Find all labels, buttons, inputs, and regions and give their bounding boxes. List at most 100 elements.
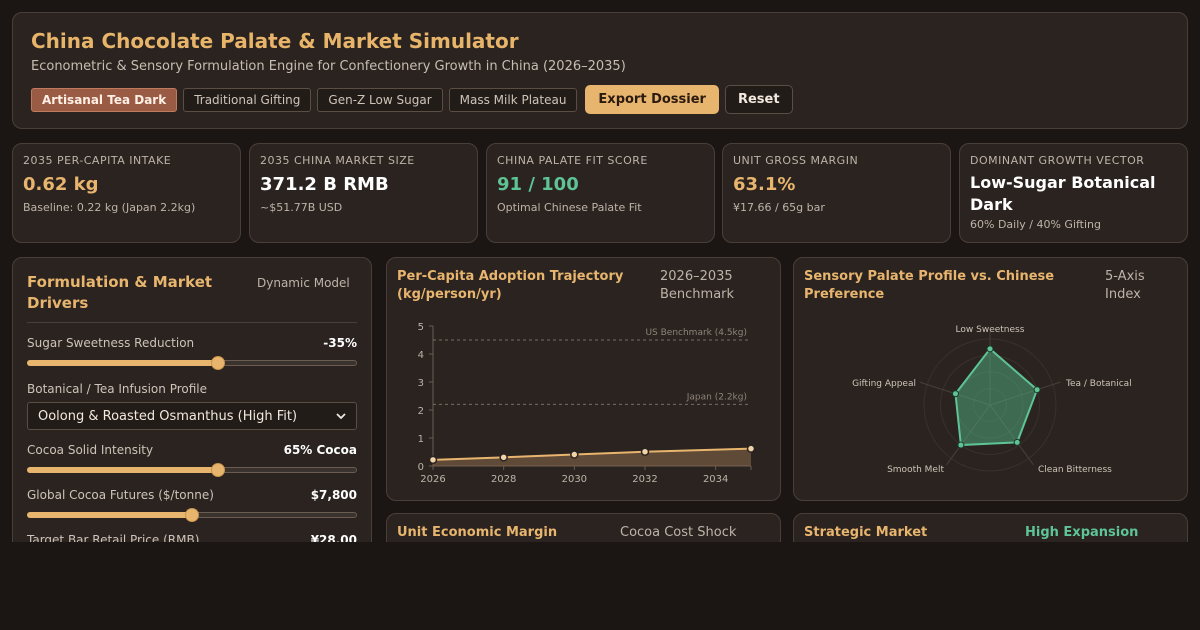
kpi-value: 371.2 B RMB bbox=[260, 174, 389, 195]
kpi-market-size: 2035 China Market Size 371.2 B RMB ~$51.… bbox=[249, 143, 478, 243]
preset-artisanal-tea-dark[interactable]: Artisanal Tea Dark bbox=[31, 87, 178, 112]
kpi-label: 2035 China Market Size bbox=[260, 154, 415, 167]
infusion-label: Botanical / Tea Infusion Profile bbox=[27, 382, 208, 396]
kpi-value: 63.1% bbox=[733, 174, 796, 195]
kpi-value: 0.62 kg bbox=[23, 174, 99, 195]
kpi-per-capita-intake: 2035 Per-Capita Intake 0.62 kg Baseline:… bbox=[12, 143, 241, 243]
slider-fill bbox=[27, 467, 219, 473]
drivers-panel: Formulation & Market Drivers Dynamic Mod… bbox=[12, 257, 372, 557]
futures-label: Global Cocoa Futures ($/tonne) bbox=[27, 488, 214, 502]
radar-point bbox=[957, 441, 965, 449]
cocoa-label: Cocoa Solid Intensity bbox=[27, 443, 154, 457]
slider-thumb[interactable] bbox=[211, 356, 226, 370]
radar-point bbox=[951, 390, 959, 398]
kpi-sub: ¥17.66 / 65g bar bbox=[733, 201, 825, 214]
slider-thumb[interactable] bbox=[211, 463, 226, 477]
futures-row: Global Cocoa Futures ($/tonne) $7,800 bbox=[27, 488, 357, 502]
x-tick-label: 2030 bbox=[562, 474, 587, 485]
preset-mass-milk-plateau[interactable]: Mass Milk Plateau bbox=[448, 87, 578, 112]
kpi-sub: 60% Daily / 40% Gifting bbox=[970, 218, 1102, 231]
radar-chart: Low Sweetness Tea / Botanical Clean Bitter… bbox=[852, 325, 1132, 475]
slider-fill bbox=[27, 512, 192, 518]
data-point bbox=[499, 453, 508, 462]
preset-genz-low-sugar[interactable]: Gen-Z Low Sugar bbox=[317, 87, 443, 112]
x-tick-label: 2034 bbox=[703, 474, 728, 485]
kpi-gross-margin: Unit Gross Margin 63.1% ¥17.66 / 65g bar bbox=[722, 143, 951, 243]
trajectory-meta: 2026–2035 Benchmark bbox=[660, 269, 735, 302]
radar-axis-label: Gifting Appeal bbox=[852, 379, 916, 389]
y-tick-label: 2 bbox=[418, 406, 424, 417]
drivers-badge: Dynamic Model bbox=[257, 276, 350, 290]
futures-value: $7,800 bbox=[310, 488, 357, 502]
sugar-row: Sugar Sweetness Reduction -35% bbox=[27, 336, 357, 350]
radar-meta: 5-Axis Index bbox=[1105, 269, 1145, 302]
trajectory-chart: 0 1 2 3 4 5 2026 2028 2030 2032 2034 US Benchmark (… bbox=[418, 322, 756, 485]
viewport-cutoff bbox=[0, 542, 1200, 630]
data-point bbox=[570, 450, 579, 459]
radar-point bbox=[986, 345, 994, 353]
y-tick-label: 0 bbox=[418, 462, 424, 473]
strategy-meta: High Expansion bbox=[1025, 525, 1139, 540]
slider-thumb[interactable] bbox=[185, 508, 199, 522]
reference-label: Japan (2.2kg) bbox=[686, 392, 747, 402]
kpi-sub: ~$51.77B USD bbox=[260, 201, 343, 214]
kpi-label: Unit Gross Margin bbox=[733, 154, 859, 167]
drivers-title: Formulation & Market Drivers bbox=[27, 273, 213, 312]
kpi-label: China Palate Fit Score bbox=[497, 154, 648, 167]
kpi-growth-vector: Dominant Growth Vector Low-Sugar Botanic… bbox=[959, 143, 1188, 243]
x-tick-label: 2026 bbox=[420, 474, 445, 485]
radar-panel: Sensory Palate Profile vs. Chinese Prefe… bbox=[793, 257, 1188, 501]
y-tick-label: 5 bbox=[418, 322, 424, 333]
radar-axis-label: Tea / Botanical bbox=[1065, 379, 1132, 389]
header-panel: China Chocolate Palate & Market Simulato… bbox=[12, 12, 1188, 129]
kpi-label: Dominant Growth Vector bbox=[970, 154, 1145, 167]
y-tick-label: 1 bbox=[418, 434, 424, 445]
strategy-header: Strategic Market High Expansion bbox=[804, 524, 1177, 542]
radar-axis-label: Low Sweetness bbox=[956, 325, 1025, 335]
reference-label: US Benchmark (4.5kg) bbox=[645, 328, 747, 338]
radar-point bbox=[1033, 386, 1041, 394]
chevron-down-icon bbox=[336, 413, 346, 420]
unit-header: Unit Economic Margin Cocoa Cost Shock bbox=[397, 524, 770, 542]
cocoa-row: Cocoa Solid Intensity 65% Cocoa bbox=[27, 443, 357, 457]
kpi-value: 91 / 100 bbox=[497, 174, 579, 195]
area-fill bbox=[433, 448, 751, 466]
radar-profile bbox=[954, 347, 1039, 447]
radar-axis-label: Smooth Melt bbox=[887, 465, 944, 475]
kpi-sub: Optimal Chinese Palate Fit bbox=[497, 201, 642, 214]
preset-toolbar: Artisanal Tea Dark Traditional Gifting G… bbox=[31, 85, 793, 114]
app-subtitle: Econometric & Sensory Formulation Engine… bbox=[31, 59, 626, 74]
infusion-select[interactable]: Oolong & Roasted Osmanthus (High Fit) bbox=[27, 402, 357, 430]
export-dossier-button[interactable]: Export Dossier bbox=[585, 85, 719, 114]
radar-header: Sensory Palate Profile vs. Chinese Prefe… bbox=[804, 268, 1177, 304]
drivers-header: Formulation & Market Drivers Dynamic Mod… bbox=[27, 272, 357, 323]
kpi-label: 2035 Per-Capita Intake bbox=[23, 154, 172, 167]
futures-slider[interactable] bbox=[27, 508, 357, 522]
data-point bbox=[640, 447, 650, 456]
preset-traditional-gifting[interactable]: Traditional Gifting bbox=[183, 87, 312, 112]
unit-title: Unit Economic Margin bbox=[397, 525, 558, 540]
x-tick-label: 2032 bbox=[632, 474, 657, 485]
sugar-value: -35% bbox=[323, 336, 357, 350]
trajectory-title: Per-Capita Adoption Trajectory (kg/perso… bbox=[397, 269, 624, 302]
infusion-selected: Oolong & Roasted Osmanthus (High Fit) bbox=[38, 408, 298, 424]
reset-button[interactable]: Reset bbox=[724, 85, 793, 114]
sugar-label: Sugar Sweetness Reduction bbox=[27, 336, 195, 350]
trajectory-panel: Per-Capita Adoption Trajectory (kg/perso… bbox=[386, 257, 781, 501]
x-tick-label: 2028 bbox=[491, 474, 516, 485]
unit-meta: Cocoa Cost Shock bbox=[620, 525, 737, 540]
data-point bbox=[428, 455, 438, 465]
radar-axis-label: Clean Bitterness bbox=[1038, 465, 1112, 475]
kpi-sub: Baseline: 0.22 kg (Japan 2.2kg) bbox=[23, 201, 196, 214]
data-point bbox=[746, 444, 756, 453]
strategy-title: Strategic Market bbox=[804, 525, 928, 540]
slider-fill bbox=[27, 360, 219, 366]
y-tick-label: 3 bbox=[418, 378, 424, 389]
radar-title: Sensory Palate Profile vs. Chinese Prefe… bbox=[804, 269, 1055, 302]
sugar-slider[interactable] bbox=[27, 356, 357, 370]
trajectory-header: Per-Capita Adoption Trajectory (kg/perso… bbox=[397, 268, 770, 304]
kpi-value: Low-Sugar Botanical Dark bbox=[970, 173, 1156, 214]
kpi-palate-fit-score: China Palate Fit Score 91 / 100 Optimal … bbox=[486, 143, 715, 243]
app-title: China Chocolate Palate & Market Simulato… bbox=[31, 29, 519, 53]
cocoa-slider[interactable] bbox=[27, 463, 357, 477]
